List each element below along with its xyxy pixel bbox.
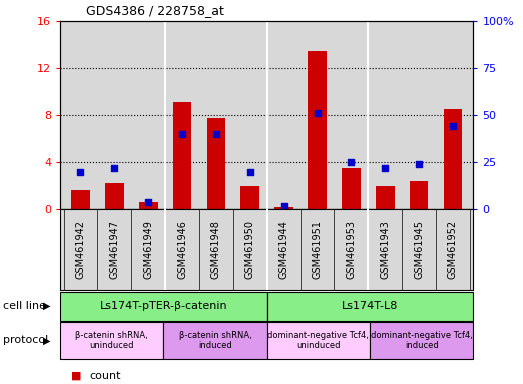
Text: dominant-negative Tcf4,
induced: dominant-negative Tcf4, induced	[371, 331, 473, 350]
Bar	[308, 51, 327, 209]
Bar	[444, 109, 462, 209]
Bar	[342, 168, 361, 209]
Bar	[275, 207, 293, 209]
Bar	[267, 322, 370, 359]
Bar	[370, 322, 473, 359]
Point	[212, 131, 220, 137]
Bar	[163, 322, 267, 359]
Bar	[376, 186, 394, 209]
Text: cell line: cell line	[3, 301, 46, 311]
Text: GSM461950: GSM461950	[245, 220, 255, 279]
Point	[246, 169, 254, 175]
Point	[76, 169, 85, 175]
Text: GSM461943: GSM461943	[380, 220, 390, 279]
Text: Ls174T-L8: Ls174T-L8	[342, 301, 398, 311]
Point	[110, 165, 119, 171]
Bar	[71, 190, 90, 209]
Text: ▶: ▶	[43, 301, 51, 311]
Bar	[410, 181, 428, 209]
Text: GSM461942: GSM461942	[75, 220, 85, 279]
Text: GSM461948: GSM461948	[211, 220, 221, 279]
Text: GDS4386 / 228758_at: GDS4386 / 228758_at	[86, 4, 224, 17]
Text: Ls174T-pTER-β-catenin: Ls174T-pTER-β-catenin	[99, 301, 228, 311]
Text: GSM461945: GSM461945	[414, 220, 424, 279]
Point	[449, 123, 457, 129]
Text: ▶: ▶	[43, 335, 51, 346]
Text: GSM461953: GSM461953	[346, 220, 356, 279]
Bar	[60, 292, 267, 321]
Point	[178, 131, 186, 137]
Text: GSM461946: GSM461946	[177, 220, 187, 279]
Bar	[60, 322, 163, 359]
Point	[313, 110, 322, 116]
Text: ■: ■	[71, 371, 81, 381]
Point	[144, 199, 152, 205]
Text: count: count	[89, 371, 120, 381]
Point	[347, 159, 356, 166]
Text: protocol: protocol	[3, 335, 48, 346]
Bar	[207, 118, 225, 209]
Bar	[139, 202, 157, 209]
Bar	[267, 292, 473, 321]
Text: GSM461951: GSM461951	[313, 220, 323, 279]
Text: GSM461947: GSM461947	[109, 220, 119, 279]
Point	[381, 165, 390, 171]
Text: GSM461952: GSM461952	[448, 220, 458, 279]
Point	[279, 202, 288, 209]
Text: GSM461949: GSM461949	[143, 220, 153, 279]
Text: β-catenin shRNA,
uninduced: β-catenin shRNA, uninduced	[75, 331, 148, 350]
Text: GSM461944: GSM461944	[279, 220, 289, 279]
Point	[415, 161, 423, 167]
Bar	[105, 184, 123, 209]
Text: β-catenin shRNA,
induced: β-catenin shRNA, induced	[179, 331, 252, 350]
Bar	[241, 186, 259, 209]
Bar	[173, 102, 191, 209]
Text: dominant-negative Tcf4,
uninduced: dominant-negative Tcf4, uninduced	[267, 331, 369, 350]
